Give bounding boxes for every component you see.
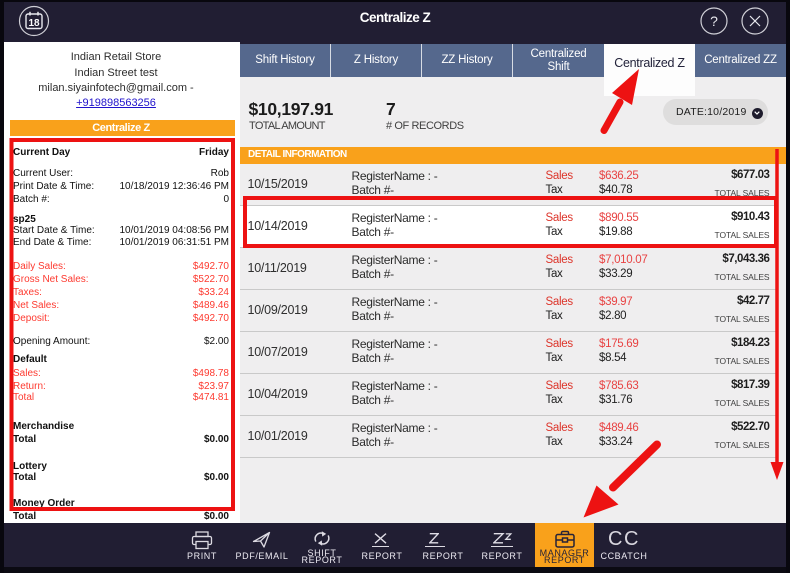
svg-text:18: 18 xyxy=(28,18,40,29)
svg-text:?: ? xyxy=(710,13,718,29)
